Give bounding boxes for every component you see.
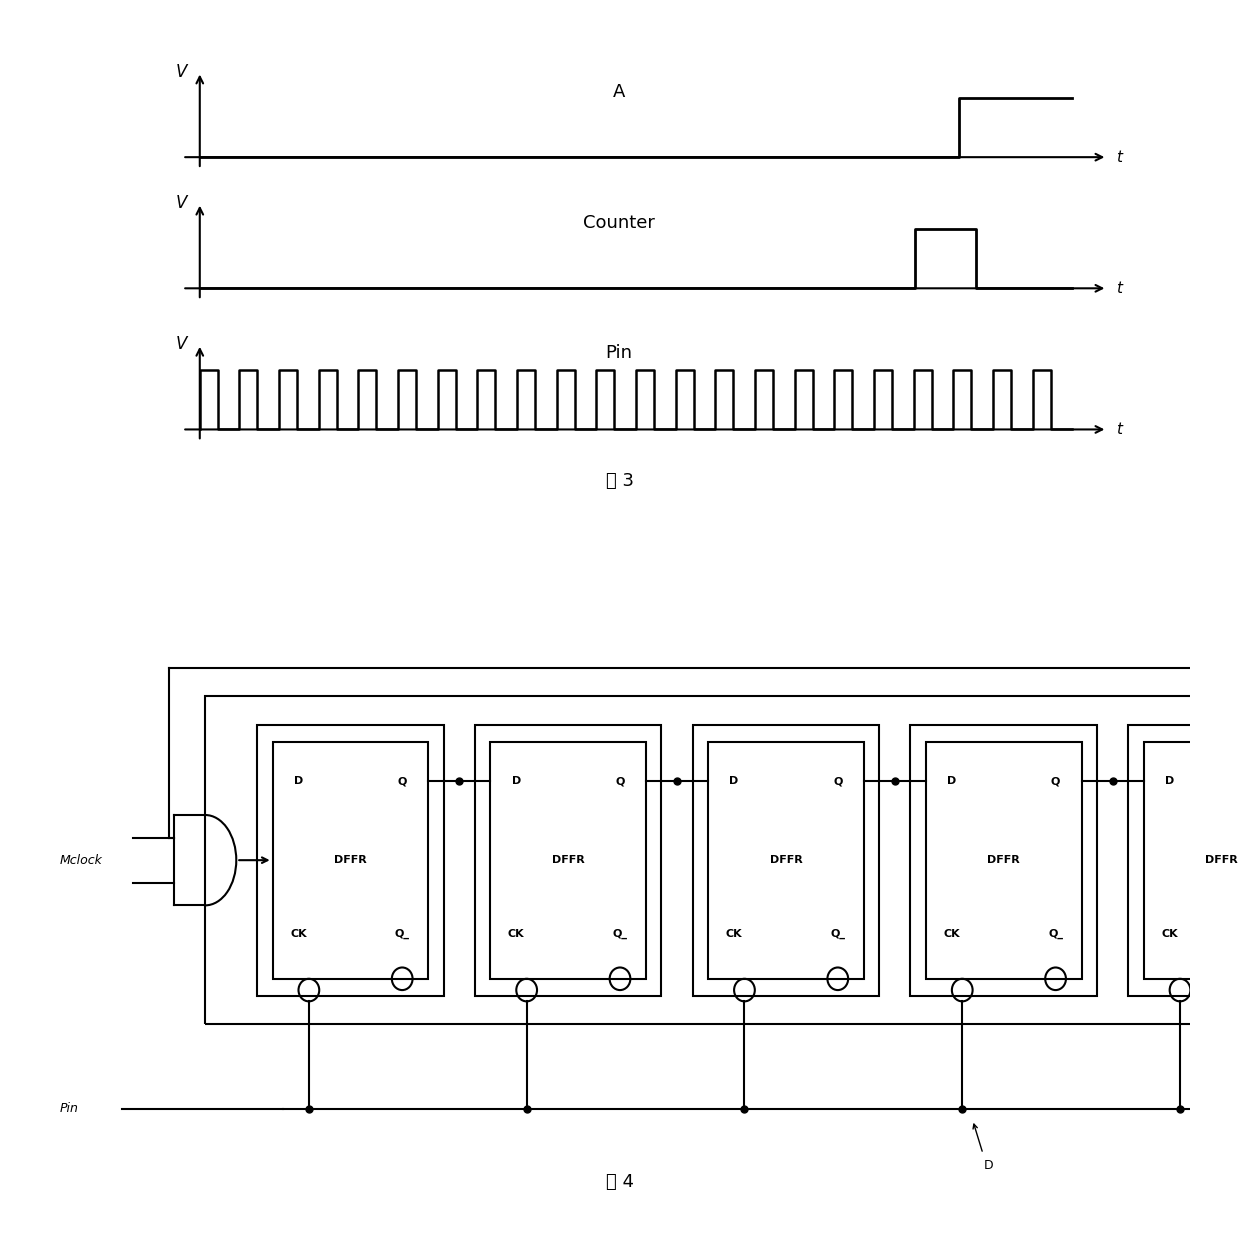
Text: D: D <box>729 776 739 786</box>
Text: D: D <box>512 776 521 786</box>
Text: V: V <box>175 62 187 81</box>
Bar <box>926 742 1081 979</box>
Text: Mclock: Mclock <box>60 853 103 867</box>
Text: Q_: Q_ <box>613 928 627 939</box>
Text: D: D <box>1166 776 1174 786</box>
Text: DFFR: DFFR <box>770 856 802 866</box>
Text: Q: Q <box>398 776 407 786</box>
Text: A: A <box>613 84 625 101</box>
Text: Pin: Pin <box>60 1102 79 1115</box>
Text: Pin: Pin <box>605 343 632 362</box>
Bar <box>693 724 879 995</box>
Text: D: D <box>294 776 303 786</box>
Text: Q_: Q_ <box>1048 928 1063 939</box>
Bar <box>910 724 1097 995</box>
Text: DFFR: DFFR <box>987 856 1021 866</box>
Text: Q_: Q_ <box>394 928 409 939</box>
Bar <box>257 724 444 995</box>
Text: CK: CK <box>290 928 306 938</box>
Bar <box>708 742 864 979</box>
Text: Q_: Q_ <box>831 928 846 939</box>
Text: Q: Q <box>833 776 842 786</box>
Text: t: t <box>1116 281 1122 296</box>
Text: Counter: Counter <box>583 215 655 232</box>
Text: CK: CK <box>1162 928 1178 938</box>
Text: t: t <box>1116 422 1122 437</box>
Text: DFFR: DFFR <box>334 856 367 866</box>
Text: CK: CK <box>508 928 525 938</box>
Text: D: D <box>983 1159 993 1172</box>
Text: DFFR: DFFR <box>1205 856 1238 866</box>
Text: Q: Q <box>1050 776 1060 786</box>
Text: DFFR: DFFR <box>552 856 584 866</box>
Text: 图 4: 图 4 <box>606 1173 634 1192</box>
Bar <box>1143 742 1240 979</box>
Bar <box>273 742 428 979</box>
Text: 图 3: 图 3 <box>606 472 634 490</box>
Text: Q: Q <box>615 776 625 786</box>
Text: CK: CK <box>725 928 743 938</box>
Text: t: t <box>1116 150 1122 165</box>
Bar <box>205 697 1240 1024</box>
Bar <box>475 724 661 995</box>
Text: D: D <box>947 776 956 786</box>
Bar <box>490 742 646 979</box>
Text: V: V <box>175 335 187 353</box>
Text: CK: CK <box>944 928 960 938</box>
Text: V: V <box>175 194 187 212</box>
Bar <box>1128 724 1240 995</box>
